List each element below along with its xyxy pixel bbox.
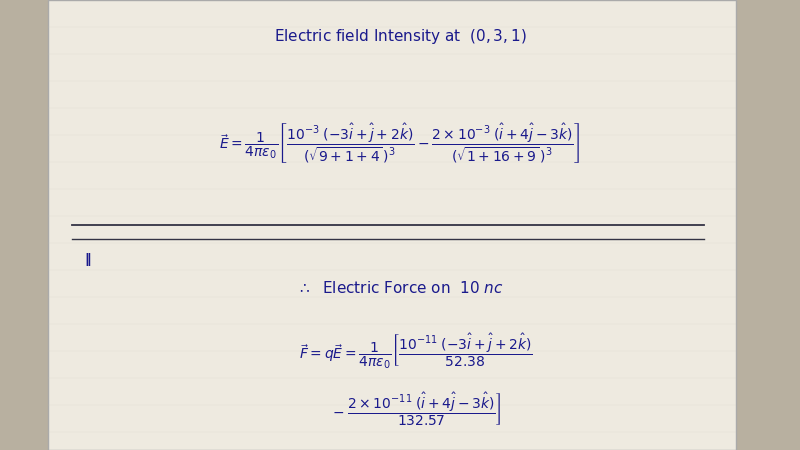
Text: Electric field Intensity at  $(0, 3, 1)$: Electric field Intensity at $(0, 3, 1)$ — [274, 27, 526, 45]
FancyBboxPatch shape — [48, 0, 736, 450]
Text: $\vec{E} = \dfrac{1}{4\pi\varepsilon_0} \left[ \dfrac{10^{-3} \;(-3\hat{i}+\hat{: $\vec{E} = \dfrac{1}{4\pi\varepsilon_0} … — [219, 122, 581, 166]
Text: $\left. - \dfrac{2\times 10^{-11}\;(\hat{i}+4\hat{j}-3\hat{k})}{132.57} \right]$: $\left. - \dfrac{2\times 10^{-11}\;(\hat… — [330, 391, 502, 428]
Text: $\vec{F} = q\vec{E} = \dfrac{1}{4\pi\varepsilon_0} \left[ \dfrac{10^{-11}\;(-3\h: $\vec{F} = q\vec{E} = \dfrac{1}{4\pi\var… — [299, 331, 533, 371]
Text: $\mathrm{I\!I}$: $\mathrm{I\!I}$ — [84, 252, 92, 270]
Text: $\therefore$  Electric Force on  $10\ nc$: $\therefore$ Electric Force on $10\ nc$ — [297, 280, 503, 296]
